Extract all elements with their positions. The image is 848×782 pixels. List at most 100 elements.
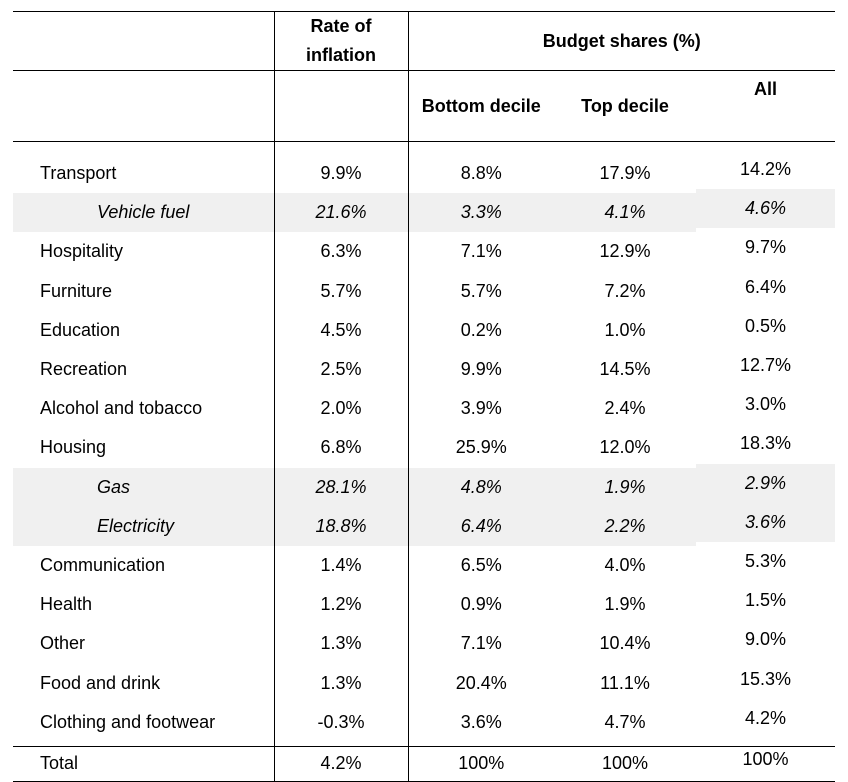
rate-cell: 5.7%	[274, 271, 409, 311]
rate-cell: 1.2%	[274, 585, 409, 625]
all-cell: 12.7%	[739, 355, 792, 376]
all-cell: 15.3%	[739, 668, 792, 689]
table-subrow: Vehicle fuel 21.6% 3.3% 4.1% 4.6%	[13, 189, 835, 233]
all-cell: 2.9%	[696, 463, 835, 503]
rate-cell: 1.4%	[274, 545, 409, 586]
all-cell: 18.3%	[739, 433, 792, 454]
header-row-2: Bottom decile Top decile All	[13, 70, 835, 142]
bottom-decile-cell: 3.3%	[408, 193, 554, 233]
table-row: Furniture 5.7% 5.7% 7.2% 6.4%	[13, 271, 835, 311]
rate-cell: 4.2%	[274, 745, 409, 782]
all-cell: 0.5%	[744, 315, 787, 336]
bottom-decile-cell: 3.6%	[460, 711, 502, 732]
row-label: Alcohol and tobacco	[13, 389, 275, 429]
table-row: Alcohol and tobacco 2.0% 3.9% 2.4% 3.0%	[13, 389, 835, 429]
table-header: Rate of inflation Budget shares (%) Bott…	[13, 11, 835, 142]
header-blank-cell	[274, 70, 409, 142]
bottom-decile-cell: 4.8%	[408, 467, 554, 507]
row-label: Vehicle fuel	[13, 193, 275, 233]
rate-cell: 18.8%	[274, 506, 409, 546]
row-label: Recreation	[13, 349, 275, 390]
table-subrow: Electricity 18.8% 6.4% 2.2% 3.6%	[13, 502, 835, 546]
all-cell: 1.5%	[744, 590, 787, 611]
row-label: Health	[13, 585, 275, 625]
all-cell: 4.2%	[744, 707, 787, 728]
all-cell: 3.6%	[696, 502, 835, 542]
table-row: Communication 1.4% 6.5% 4.0% 5.3%	[13, 545, 835, 586]
header-blank-cell	[13, 11, 275, 71]
bottom-decile-cell: 25.9%	[455, 437, 507, 458]
inflation-table-container: Rate of inflation Budget shares (%) Bott…	[13, 11, 835, 782]
top-decile-cell: 4.7%	[604, 711, 646, 732]
top-decile-cell: 2.2%	[554, 506, 696, 546]
bottom-decile-cell: 100%	[408, 745, 554, 782]
row-label: Housing	[13, 428, 275, 468]
top-decile-cell: 1.9%	[604, 594, 646, 615]
row-label: Other	[13, 624, 275, 664]
header-row-1: Rate of inflation Budget shares (%)	[13, 11, 835, 71]
bottom-decile-cell: 6.4%	[408, 506, 554, 546]
top-decile-cell: 2.4%	[604, 398, 646, 419]
all-cell: 6.4%	[744, 276, 787, 297]
bottom-decile-cell: 5.7%	[460, 280, 502, 301]
top-decile-cell: 14.5%	[599, 359, 651, 380]
bottom-decile-cell: 6.5%	[460, 554, 502, 575]
rate-cell: 6.3%	[274, 232, 409, 272]
row-label: Hospitality	[13, 232, 275, 272]
table-row: Other 1.3% 7.1% 10.4% 9.0%	[13, 624, 835, 664]
table-row: Transport 9.9% 8.8% 17.9% 14.2%	[13, 141, 835, 194]
row-label: Communication	[13, 545, 275, 586]
row-label: Food and drink	[13, 663, 275, 703]
rate-cell: 21.6%	[274, 193, 409, 233]
all-cell: 5.3%	[744, 550, 787, 571]
top-decile-cell: 100%	[554, 745, 696, 782]
bottom-decile-cell: 0.9%	[460, 594, 502, 615]
table-footer: Total 4.2% 100% 100% 100%	[13, 741, 835, 782]
all-cell: 14.2%	[739, 159, 792, 180]
row-label: Total	[13, 745, 275, 782]
all-cell: 3.0%	[744, 394, 787, 415]
top-decile-cell: 1.0%	[604, 319, 646, 340]
header-bottom-decile: Bottom decile	[408, 70, 554, 142]
rate-cell: 6.8%	[274, 428, 409, 468]
top-decile-cell: 12.9%	[599, 241, 651, 262]
table-body: Transport 9.9% 8.8% 17.9% 14.2% Vehicle fuel 2…	[13, 141, 835, 747]
bottom-decile-cell: 7.1%	[460, 241, 502, 262]
all-cell: 100%	[696, 741, 835, 778]
bottom-decile-cell: 8.8%	[460, 163, 502, 184]
bottom-decile-cell: 0.2%	[460, 319, 502, 340]
header-blank-cell	[13, 70, 275, 142]
table-row: Education 4.5% 0.2% 1.0% 0.5%	[13, 310, 835, 350]
rate-cell: 4.5%	[274, 310, 409, 350]
row-label: Furniture	[13, 271, 275, 311]
rate-cell: 2.5%	[274, 349, 409, 390]
row-label: Education	[13, 310, 275, 350]
row-label: Clothing and footwear	[13, 702, 275, 747]
top-decile-cell: 12.0%	[599, 437, 651, 458]
table-row: Housing 6.8% 25.9% 12.0% 18.3%	[13, 428, 835, 468]
table-row: Food and drink 1.3% 20.4% 11.1% 15.3%	[13, 663, 835, 703]
bottom-decile-cell: 7.1%	[460, 633, 502, 654]
top-decile-cell: 1.9%	[554, 467, 696, 507]
top-decile-cell: 11.1%	[600, 672, 650, 693]
top-decile-cell: 10.4%	[599, 633, 651, 654]
top-decile-cell: 7.2%	[604, 280, 646, 301]
table-row: Clothing and footwear -0.3% 3.6% 4.7% 4.2%	[13, 702, 835, 747]
rate-cell: -0.3%	[274, 702, 409, 747]
table-row: Health 1.2% 0.9% 1.9% 1.5%	[13, 585, 835, 625]
rate-cell: 1.3%	[274, 624, 409, 664]
top-decile-cell: 4.0%	[604, 554, 646, 575]
header-budget-shares: Budget shares (%)	[408, 11, 835, 71]
row-label: Electricity	[13, 506, 275, 546]
all-cell: 9.7%	[744, 237, 787, 258]
table-subrow: Gas 28.1% 4.8% 1.9% 2.9%	[13, 463, 835, 507]
rate-cell: 28.1%	[274, 467, 409, 507]
rate-cell: 9.9%	[274, 141, 409, 194]
header-top-decile: Top decile	[554, 70, 696, 142]
bottom-decile-cell: 3.9%	[460, 398, 502, 419]
table-row: Hospitality 6.3% 7.1% 12.9% 9.7%	[13, 232, 835, 272]
row-label: Gas	[13, 467, 275, 507]
top-decile-cell: 17.9%	[599, 163, 651, 184]
top-decile-cell: 4.1%	[554, 193, 696, 233]
inflation-budget-table: Rate of inflation Budget shares (%) Bott…	[13, 11, 835, 782]
